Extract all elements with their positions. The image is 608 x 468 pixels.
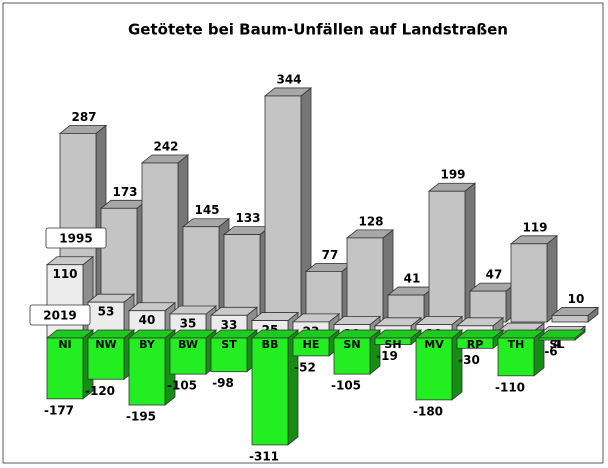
- bar-difference: [87, 337, 125, 380]
- value-label: 173: [112, 185, 137, 199]
- bar-difference: [333, 337, 371, 375]
- value-label: 119: [522, 220, 547, 234]
- bar-difference: [497, 337, 535, 377]
- value-label: 287: [71, 110, 96, 124]
- bar-difference: [374, 337, 412, 345]
- x-tick-label: SH: [384, 338, 401, 351]
- legend-label: 2019: [43, 309, 76, 323]
- chart-title: Getötete bei Baum-Unfällen auf Landstraß…: [128, 21, 508, 39]
- bar-difference: [128, 337, 166, 406]
- value-label: -105: [167, 379, 197, 393]
- value-label: 110: [52, 267, 77, 281]
- value-label: -177: [44, 403, 74, 417]
- value-label: -180: [413, 404, 443, 418]
- x-tick-label: HE: [303, 338, 320, 351]
- value-label: 33: [221, 318, 238, 332]
- value-label: 242: [153, 139, 178, 153]
- x-tick-label: BB: [262, 338, 279, 351]
- value-label: -19: [376, 349, 398, 363]
- bar-difference: [169, 337, 207, 375]
- x-tick-label: RP: [467, 338, 484, 351]
- bar-1995: [469, 290, 507, 323]
- bar-difference: [46, 337, 84, 400]
- value-label: -52: [294, 360, 316, 374]
- bar-difference: [456, 337, 494, 349]
- value-label: -30: [458, 353, 480, 367]
- bar-1995-side: [546, 234, 558, 323]
- value-label: 35: [180, 317, 197, 331]
- x-tick-label: SL: [550, 338, 565, 351]
- x-tick-label: MV: [424, 338, 444, 351]
- bar-1995: [141, 162, 179, 323]
- value-label: 199: [440, 168, 465, 182]
- value-label: -195: [126, 410, 156, 424]
- value-label: 77: [322, 248, 339, 262]
- x-tick-label: BY: [139, 338, 156, 351]
- bar-difference: [251, 337, 289, 446]
- legend-box: [29, 304, 91, 326]
- value-label: 41: [404, 272, 421, 286]
- bar-1995: [510, 243, 548, 323]
- x-tick-label: NW: [95, 338, 116, 351]
- value-label: 344: [276, 72, 301, 86]
- x-tick-label: NI: [58, 338, 71, 351]
- legend-label: 1995: [59, 232, 92, 246]
- bar-1995: [346, 237, 384, 323]
- value-label: -110: [495, 380, 525, 394]
- x-tick-label: BW: [178, 338, 198, 351]
- x-tick-label: SN: [343, 338, 360, 351]
- bar-1995: [264, 95, 302, 323]
- bar-difference: [292, 337, 330, 357]
- value-label: 145: [194, 203, 219, 217]
- bar-difference: [415, 337, 453, 401]
- value-label: 128: [358, 214, 383, 228]
- value-label: 47: [486, 268, 503, 282]
- value-label: -311: [249, 449, 279, 463]
- bar-difference: [538, 337, 576, 341]
- x-tick-label: TH: [508, 338, 525, 351]
- value-label: 40: [139, 313, 156, 327]
- bar-1995: [428, 190, 466, 323]
- legend-box: [45, 227, 107, 249]
- value-label: 53: [98, 305, 115, 319]
- value-label: 4: [553, 337, 561, 351]
- value-label: -120: [85, 384, 115, 398]
- value-label: -6: [544, 345, 557, 359]
- bar-1995: [551, 315, 589, 323]
- value-label: -105: [331, 379, 361, 393]
- value-label: -98: [212, 376, 234, 390]
- value-label: 133: [235, 211, 260, 225]
- bar-difference: [210, 337, 248, 373]
- value-label: 10: [568, 292, 585, 306]
- x-tick-label: ST: [221, 338, 237, 351]
